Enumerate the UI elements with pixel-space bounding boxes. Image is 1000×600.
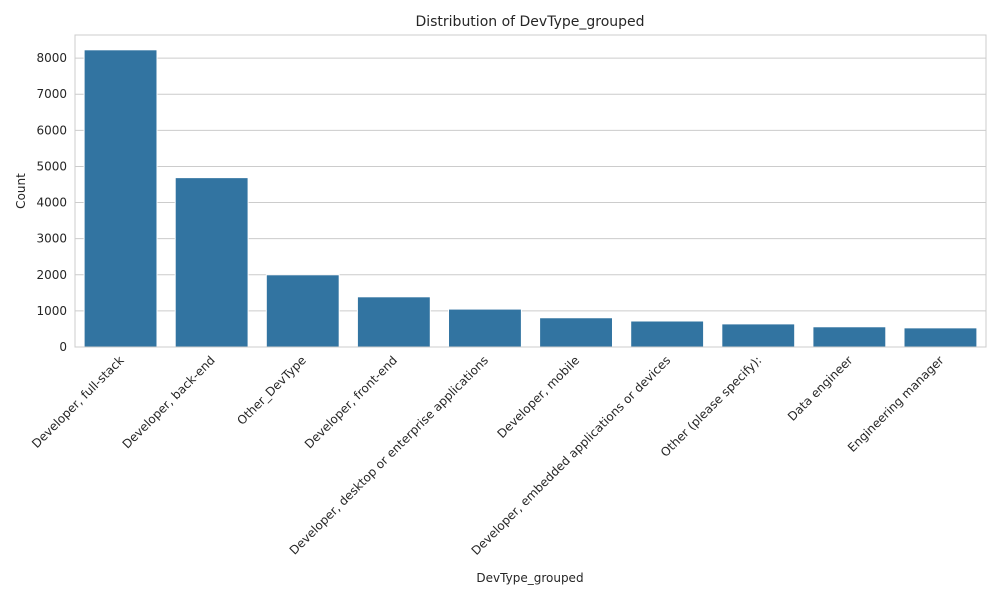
bar — [721, 323, 796, 348]
y-tick-label: 6000 — [36, 123, 67, 137]
x-tick-label: Engineering manager — [845, 353, 947, 455]
bar — [812, 326, 887, 348]
x-tick-label: Developer, front-end — [302, 353, 400, 451]
bar — [448, 308, 522, 348]
bar — [356, 296, 431, 348]
plot-frame — [74, 34, 987, 348]
y-axis-label: Count — [14, 173, 28, 209]
y-tick-label: 5000 — [36, 159, 67, 173]
x-axis-label: DevType_grouped — [476, 571, 583, 585]
x-tick-label: Developer, embedded applications or devi… — [469, 353, 674, 558]
bar — [630, 320, 705, 348]
x-tick-label: Other_DevType — [234, 353, 309, 428]
y-tick-label: 8000 — [36, 51, 67, 65]
x-tick-label: Developer, full-stack — [29, 353, 127, 451]
y-tick-label: 3000 — [36, 232, 67, 246]
y-tick-label: 1000 — [36, 304, 67, 318]
bars — [83, 49, 978, 348]
y-tick-label: 0 — [59, 340, 67, 354]
x-tick-label: Data engineer — [785, 353, 856, 424]
bar — [903, 327, 978, 348]
y-tick-label: 4000 — [36, 196, 67, 210]
chart-title: Distribution of DevType_grouped — [415, 14, 644, 30]
x-tick-label: Developer, desktop or enterprise applica… — [287, 353, 491, 557]
bar — [83, 49, 158, 348]
bar — [539, 317, 613, 348]
y-tick-labels: 0 1000 2000 3000 4000 5000 6000 7000 8000 — [36, 51, 67, 354]
x-tick-label: Developer, back-end — [120, 353, 218, 451]
x-tick-label: Developer, mobile — [494, 353, 582, 441]
bar — [265, 274, 340, 348]
y-tick-label: 2000 — [36, 268, 67, 282]
x-tick-label: Other (please specify): — [658, 353, 765, 460]
bar — [174, 177, 249, 348]
y-tick-label: 7000 — [36, 87, 67, 101]
